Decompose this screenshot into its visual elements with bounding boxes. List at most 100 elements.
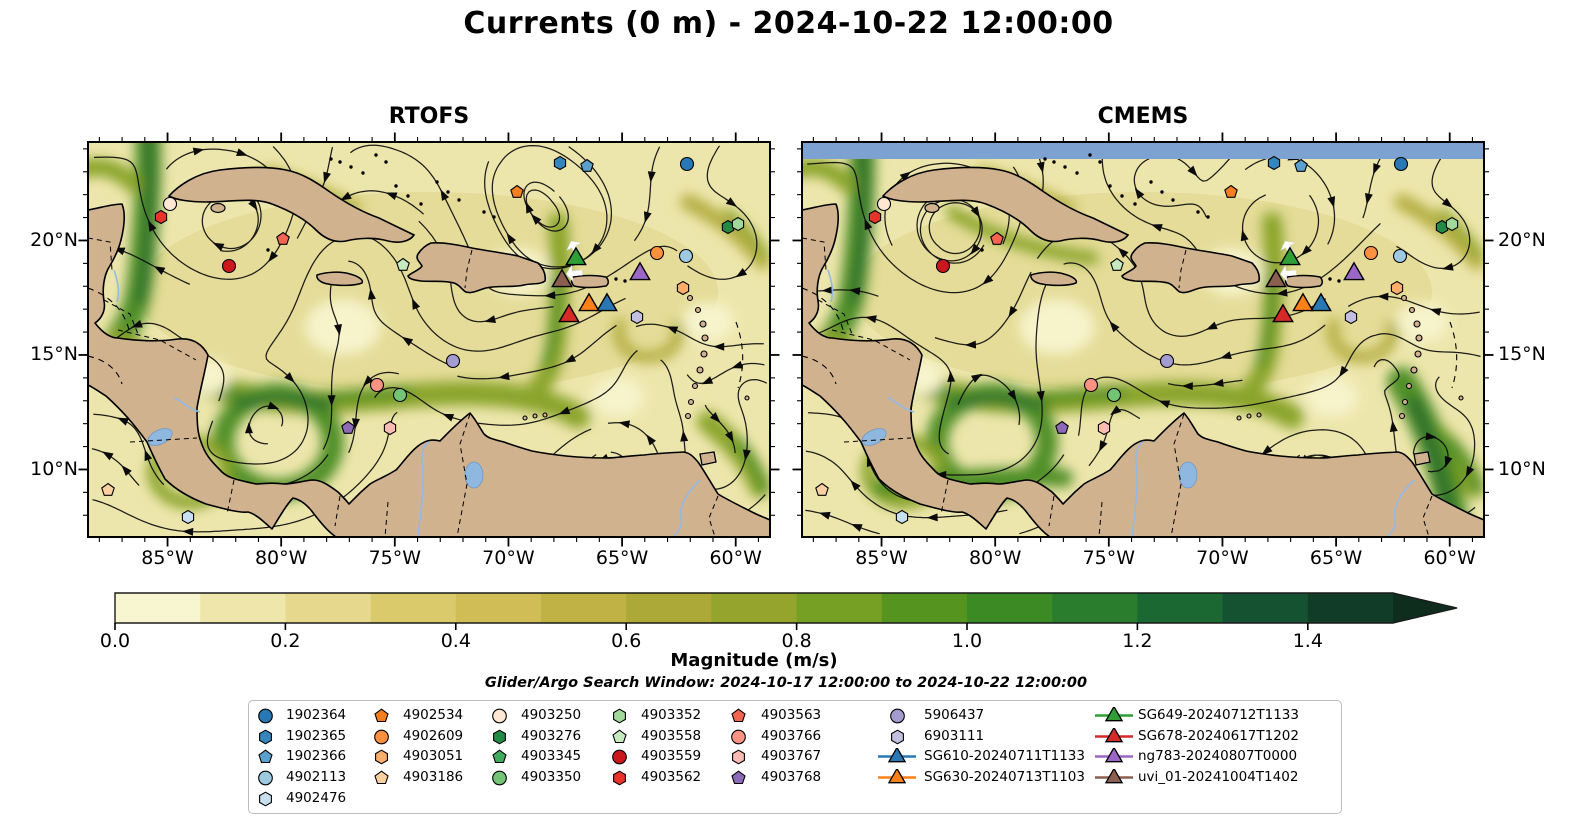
map-marker-4903186	[101, 482, 115, 496]
streamline-arrowhead	[850, 480, 861, 492]
colorbar-tick-label: 1.4	[1292, 630, 1323, 652]
legend-marker-ng783-20240807T0000	[1095, 748, 1133, 763]
streamline-arrowhead	[850, 524, 863, 532]
white-current-arrow	[1279, 264, 1297, 283]
streamline-arrowhead	[1206, 321, 1218, 330]
colorbar-segment	[626, 593, 712, 623]
river	[173, 396, 201, 413]
legend-marker-4903563	[731, 708, 746, 723]
colorbar-segment	[1222, 593, 1309, 623]
streamline-arrowhead	[848, 287, 861, 296]
current-magnitude-blob	[1326, 318, 1399, 364]
legend-marker-4902476	[259, 791, 272, 807]
streamline-arrowhead	[701, 376, 714, 385]
streamline-arrowhead	[1441, 197, 1453, 208]
antilles-island	[744, 395, 750, 401]
streamline-arrowhead	[971, 373, 983, 383]
colorbar-segment	[711, 593, 798, 623]
country-border	[384, 501, 389, 537]
plot-frame	[801, 141, 1485, 538]
map-marker-4903562	[154, 209, 168, 225]
colorbar-segment	[541, 593, 627, 623]
streamline-arrowhead	[1187, 165, 1198, 177]
antilles-island	[699, 320, 707, 328]
cay-islet	[329, 157, 333, 161]
lake-nicaragua	[147, 428, 173, 446]
country-border	[1178, 249, 1187, 289]
streamline-arrowhead	[1036, 390, 1045, 403]
map-content	[88, 142, 770, 537]
streamline-arrowhead	[1220, 351, 1232, 359]
map-marker-5906437	[1159, 353, 1175, 369]
current-magnitude-blob	[233, 394, 333, 411]
cay-islet	[1063, 165, 1067, 169]
legend: 1902364 1902365 1902366 4902113 4902476 49025…	[248, 700, 1342, 814]
streamline	[1167, 379, 1243, 387]
antilles-island	[1246, 413, 1252, 419]
map-marker-4903563	[276, 231, 290, 245]
current-magnitude-blob	[1255, 277, 1277, 369]
legend-label-4903558: 4903558	[641, 727, 702, 744]
streamline-arrowhead	[284, 372, 295, 383]
river	[1131, 441, 1144, 537]
antilles-island	[691, 382, 699, 390]
streamline-arrowhead	[1212, 378, 1224, 387]
glider-triangle-icon	[1104, 727, 1124, 743]
colorbar-extend-arrow	[1393, 593, 1457, 623]
streamline-arrowhead	[646, 434, 656, 446]
streamline-arrowhead	[731, 360, 744, 369]
cay-islet	[1171, 198, 1175, 202]
legend-marker-SG678-20240617T1202	[1095, 727, 1133, 743]
cay-islet	[1160, 190, 1164, 194]
streamline-arrowhead	[724, 430, 734, 443]
streamline	[1241, 194, 1320, 264]
antilles-island	[1408, 306, 1416, 314]
map-marker-6903111	[1344, 309, 1358, 325]
colorbar-tick-label: 0.0	[99, 630, 131, 652]
mainland-coastline	[802, 203, 1484, 537]
map-marker-4902113	[678, 248, 694, 264]
streamline-arrowhead	[666, 326, 679, 335]
cay-islet	[394, 184, 398, 188]
current-magnitude-blob	[612, 318, 685, 364]
cay-islet	[1337, 279, 1341, 283]
colorbar-outline	[114, 592, 1458, 624]
legend-marker-4903768	[731, 770, 746, 785]
river	[672, 479, 701, 537]
streamline-arrowhead	[970, 243, 981, 255]
map-marker-1902364	[679, 156, 695, 172]
streamline-arrowhead	[865, 315, 877, 324]
colorbar-segment	[455, 593, 542, 623]
streamline-arrowhead	[484, 315, 497, 323]
low-magnitude-patch	[1019, 299, 1095, 355]
maritime-boundary	[1449, 321, 1458, 389]
pentagon-icon	[612, 729, 627, 743]
streamline	[916, 190, 985, 264]
colorbar-tick-label: 1.0	[951, 630, 983, 652]
streamline-arrowhead	[1117, 247, 1129, 259]
streamline-arrowhead	[558, 406, 571, 415]
jamaica-island	[1030, 271, 1078, 287]
streamline-arrowhead	[506, 232, 516, 245]
map-marker-ng783-20240807T0000	[629, 261, 651, 281]
river	[113, 269, 120, 303]
low-magnitude-patch	[1396, 302, 1448, 342]
country-border	[1170, 413, 1185, 537]
antilles-island	[1458, 395, 1464, 401]
legend-marker-1902365	[259, 729, 272, 745]
streamline-arrowhead	[236, 148, 248, 156]
legend-label-4902609: 4902609	[403, 727, 464, 744]
colorbar-tick-label: 0.2	[270, 630, 301, 652]
glider-triangle-icon	[887, 769, 907, 784]
streamline-arrowhead	[864, 218, 873, 231]
streamline-arrowhead	[1373, 162, 1381, 175]
legend-marker-SG630-20240713T1103	[878, 769, 916, 784]
cay-islet	[266, 248, 270, 252]
streamline	[686, 362, 765, 385]
x-tick-label: 65°W	[595, 547, 649, 569]
streamline-arrowhead	[709, 412, 721, 423]
streamline-arrowhead	[525, 201, 534, 214]
streamline	[633, 146, 661, 242]
cay-islet	[1120, 194, 1124, 198]
legend-marker-4903766	[731, 729, 746, 745]
